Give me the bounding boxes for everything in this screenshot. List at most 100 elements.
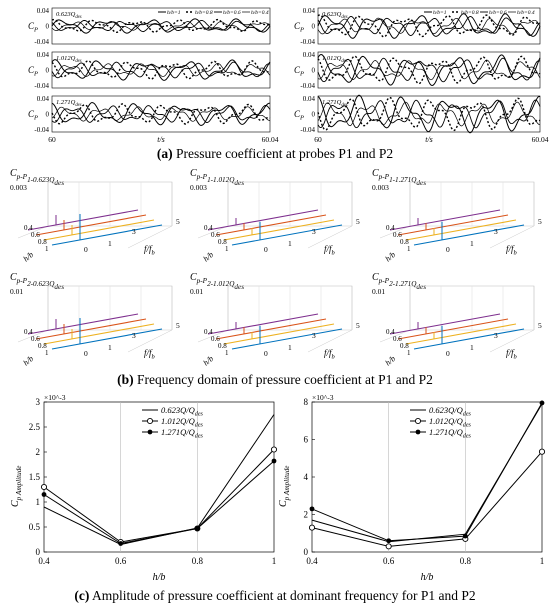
cp-time-series-curve <box>51 59 271 81</box>
hb-tick-label: 0.4 <box>204 328 213 336</box>
ytick-label: -0.04 <box>34 126 49 134</box>
ytick-label: -0.04 <box>300 82 315 90</box>
hb-tick-label: 0.6 <box>393 231 402 239</box>
xtick-label: 60 <box>314 135 322 144</box>
xtick-label: 0.4 <box>38 556 50 566</box>
spectrum-trace <box>223 219 335 241</box>
hb-axis-label: h/b <box>202 354 216 367</box>
cp-time-series-curve <box>317 59 541 81</box>
f-tick-label: 5 <box>356 321 360 330</box>
y-axis-label: CP <box>28 65 38 78</box>
f-tick-label: 5 <box>538 321 542 330</box>
cp-time-series-curve <box>317 99 541 129</box>
series-line <box>311 402 543 542</box>
axis-box <box>409 181 535 226</box>
y-axis-label: CP <box>294 21 304 34</box>
data-point-open <box>270 446 278 453</box>
subplot-frame <box>51 51 271 89</box>
spectrum-trace <box>413 224 525 246</box>
data-point-filled <box>539 400 545 406</box>
legend-label: 1.012Q/Qdes <box>161 416 204 429</box>
spectrum-trace <box>35 214 147 236</box>
cp-time-series-curve <box>51 105 271 123</box>
subplot-frame <box>317 51 541 89</box>
f-axis-label: f/fb <box>506 348 518 361</box>
data-point-filled <box>41 492 47 497</box>
spectrum-trace <box>397 318 509 340</box>
hb-axis-label: h/b <box>384 354 398 367</box>
legend-label: 0.623Q/Qdes <box>161 405 204 418</box>
y-axis-label: CP <box>28 21 38 34</box>
ytick-label: 0 <box>312 111 316 119</box>
frequency-spectra-panel: Cp-P1-0.623Qdes0.0030.40.60.81h/b0135f/f… <box>10 168 542 368</box>
ytick-label: -0.04 <box>300 38 315 46</box>
ztick-label: 0.01 <box>190 287 203 296</box>
xtick-label: 60.04 <box>262 135 279 144</box>
legend-marker <box>147 429 153 435</box>
ytick-label: 1 <box>36 497 41 507</box>
caption-a: (a) Pressure coefficient at probes P1 an… <box>156 146 394 161</box>
axis-box <box>227 285 353 330</box>
ytick-label: 2 <box>36 447 41 457</box>
cp-time-series-curve <box>317 16 541 36</box>
ytick-label: 1.5 <box>29 472 41 482</box>
ytick-label: 0 <box>46 111 50 119</box>
spectrum-trace <box>389 209 501 231</box>
ytick-label: 0.04 <box>303 51 316 59</box>
floor-grid <box>379 225 535 249</box>
spectrum-trace <box>231 224 343 246</box>
ztick-label: 0.003 <box>372 183 389 192</box>
spectrum-trace <box>43 219 155 241</box>
spectrum-trace <box>51 328 163 350</box>
hb-tick-label: 1 <box>225 245 229 253</box>
legend-label: h/b=0.4 <box>517 9 535 16</box>
series-line <box>311 451 543 547</box>
xtick-label: 1 <box>540 556 545 566</box>
spectrum-title: Cp-P1-0.623Qdes <box>10 168 64 187</box>
cp-time-series-curve <box>317 17 541 35</box>
ytick-label: 2 <box>304 510 309 520</box>
cp-time-series-curve <box>51 103 271 125</box>
ytick-label: 6 <box>304 435 309 445</box>
cp-time-series-curve <box>317 13 541 39</box>
series-line <box>43 460 275 545</box>
xtick-label: 1 <box>272 556 277 566</box>
hb-tick-label: 0.8 <box>400 238 409 246</box>
hb-tick-label: 0.4 <box>204 224 213 232</box>
legend-marker <box>146 417 154 425</box>
f-tick-label: 3 <box>494 227 498 236</box>
spectrum-trace <box>51 224 163 246</box>
axis-box <box>227 181 353 226</box>
f-tick-label: 3 <box>312 331 316 340</box>
ztick-label: 0.003 <box>10 183 27 192</box>
series-line <box>311 403 543 543</box>
ytick-label: 0 <box>46 67 50 75</box>
data-point-filled <box>462 533 468 539</box>
caption-c: (c) Amplitude of pressure coefficient at… <box>74 588 476 603</box>
f-tick-label: 1 <box>470 239 474 248</box>
series-line <box>43 449 275 543</box>
pressure-time-series-panel: 0.04 0 -0.04 CP 0.623Qdes 0.04 0 -0.04 CP 1.012Qd… <box>28 7 549 144</box>
data-point-open <box>385 543 392 550</box>
axis-box <box>47 181 173 226</box>
spectrum-trace <box>231 328 343 350</box>
ytick-label: 0.04 <box>37 7 50 15</box>
floor-grid <box>379 329 535 353</box>
f-tick-label: 3 <box>312 227 316 236</box>
cp-time-series-curve <box>317 57 541 83</box>
cp-time-series-curve <box>317 96 541 132</box>
cp-time-series-curve <box>51 102 271 126</box>
f-axis-label: f/fb <box>324 348 336 361</box>
spectrum-trace <box>405 219 517 241</box>
subplot-flow-label: 1.271Qdes <box>56 99 82 108</box>
data-point-filled <box>386 538 392 544</box>
legend-marker <box>414 417 422 425</box>
hb-tick-label: 0.4 <box>386 328 395 336</box>
cp-time-series-curve <box>51 63 271 77</box>
ytick-label: 2.5 <box>29 422 41 432</box>
y-multiplier: ×10^-3 <box>44 393 66 402</box>
ztick-label: 0.003 <box>190 183 207 192</box>
ztick-label: 0.01 <box>372 287 385 296</box>
cp-time-series-curve <box>317 14 541 38</box>
cp-time-series-curve <box>317 55 541 85</box>
